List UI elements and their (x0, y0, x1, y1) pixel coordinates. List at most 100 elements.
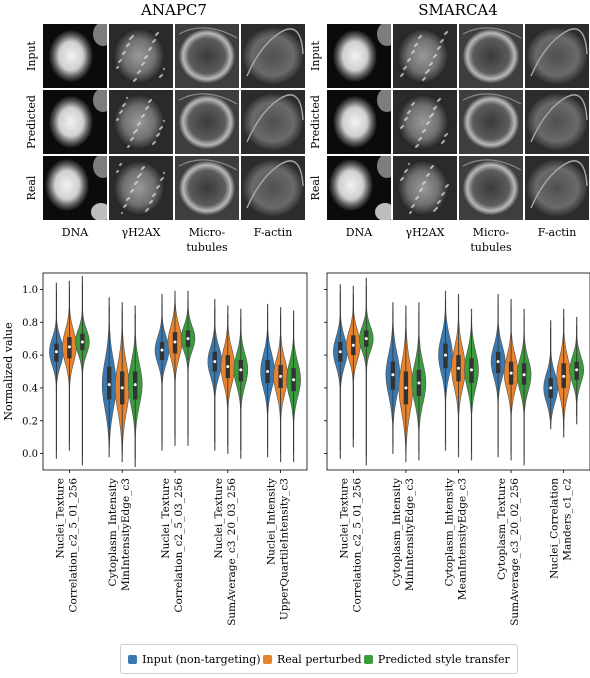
x-category-label: SumAverage_c3_20_03_256 (226, 478, 238, 626)
nucleus-blob (329, 159, 373, 211)
nucleus-blob (93, 156, 107, 178)
legend-swatch-real (262, 654, 272, 664)
image-tile (393, 90, 457, 154)
violin-median-dot (54, 350, 58, 354)
legend-swatch-predicted (363, 654, 373, 664)
actin-region (527, 94, 587, 150)
y-tick-label: 0.6 (22, 351, 38, 362)
x-category-label: Cytoplasm_Intensity (107, 478, 119, 587)
image-tile (525, 156, 589, 220)
legend-item-real: Real perturbed (262, 652, 362, 666)
x-category-label: Nuclei_Texture (160, 478, 172, 559)
x-category-label: Cytoplasm_Texture (496, 478, 508, 580)
panel-title: SMARCA4 (418, 1, 498, 19)
nucleus-blob (91, 203, 107, 220)
image-tile (109, 156, 173, 220)
actin-region (527, 160, 587, 216)
image-tile (109, 24, 173, 88)
violin-median-dot (279, 374, 283, 378)
microtubule-ring (463, 161, 519, 215)
image-tile (43, 90, 107, 154)
violin-median-dot (522, 373, 526, 377)
violin-chart-1: Nuclei_Texture Correlation_c2_5_01_256 Cyt… (324, 272, 590, 626)
image-tile (393, 156, 457, 220)
channel-label: Micro- (189, 226, 226, 239)
x-category-label: MinIntensityEdge_c3 (404, 478, 416, 591)
violin-median-dot (404, 386, 408, 390)
violin-median-dot (67, 345, 71, 349)
image-tile (241, 90, 305, 154)
nucleus-blob (375, 203, 391, 220)
nucleus-blob (49, 96, 93, 148)
violin-median-dot (562, 374, 566, 378)
y-tick-label: 1.0 (22, 285, 38, 296)
image-tile (43, 156, 107, 220)
violin-median-dot (133, 383, 137, 387)
legend-label-input: Input (non-targeting) (142, 652, 261, 666)
channel-label: F-actin (538, 226, 577, 239)
image-tile (327, 24, 391, 88)
row-label: Predicted (25, 95, 38, 149)
nucleus-blob (377, 156, 391, 178)
y-tick-label: 0.2 (22, 416, 38, 427)
channel-label: γH2AX (406, 226, 445, 239)
y-axis-label: Normalized value (2, 322, 15, 420)
image-tile (175, 156, 239, 220)
actin-region (527, 28, 587, 84)
nucleus-blob (377, 24, 391, 46)
x-category-label: Correlation_c2_5_03_256 (173, 478, 185, 613)
x-category-label: Nuclei_Texture (338, 478, 350, 559)
violin-median-dot (239, 368, 243, 372)
violin-median-dot (444, 353, 447, 357)
microtubule-ring (463, 29, 519, 83)
microtubule-ring (179, 95, 235, 149)
violin-median-dot (457, 366, 460, 370)
legend-swatch-input (128, 654, 138, 664)
foci-region (113, 94, 165, 150)
image-tile (327, 90, 391, 154)
y-tick-label: 0.4 (22, 383, 38, 394)
panel-title: ANAPC7 (140, 1, 207, 19)
violin-median-dot (417, 381, 421, 385)
nucleus-blob (93, 90, 107, 112)
legend-item-input: Input (non-targeting) (128, 652, 261, 666)
image-tile (459, 90, 523, 154)
nucleus-blob (333, 30, 377, 82)
violin-median-dot (351, 343, 355, 347)
violin-median-dot (338, 350, 342, 354)
x-category-label: Nuclei_Intensity (266, 478, 278, 565)
violin-median-dot (391, 373, 395, 377)
foci-region (397, 94, 449, 150)
channel-label: DNA (346, 226, 373, 239)
image-grid-0: ANAPC7 Input Predicted Real DNA γH2AX Micro-tu… (25, 1, 305, 254)
row-label: Predicted (309, 95, 322, 149)
row-label: Input (25, 40, 38, 71)
violin-median-dot (496, 360, 500, 364)
image-grid-1: SMARCA4 Input Predicted Real DNA γH2AX Micro-t… (309, 1, 589, 254)
actin-region (243, 28, 303, 84)
actin-region (243, 160, 303, 216)
row-label: Real (25, 175, 38, 200)
channel-label: DNA (62, 226, 89, 239)
foci-region (113, 28, 165, 84)
violin-median-dot (364, 337, 368, 341)
violin-median-dot (186, 337, 190, 341)
image-tile (525, 24, 589, 88)
image-tile (43, 24, 107, 88)
y-tick-label: 0.0 (22, 449, 38, 460)
y-tick-label: 0.8 (22, 318, 38, 329)
violin-median-dot (173, 340, 177, 344)
image-tile (393, 24, 457, 88)
violin-median-dot (470, 368, 473, 372)
violin-median-dot (292, 378, 296, 382)
x-category-label: UpperQuartileIntensity_c3 (279, 478, 291, 620)
x-category-label: SumAverage_c3_20_02_256 (509, 478, 521, 626)
image-tile (327, 156, 391, 220)
violin-median-dot (213, 360, 217, 364)
legend-label-real: Real perturbed (276, 652, 362, 666)
x-category-label: Cytoplasm_Intensity (391, 478, 403, 587)
x-category-label: Nuclei_Correlation (549, 478, 561, 579)
image-tile (241, 24, 305, 88)
row-label: Real (309, 175, 322, 200)
violin-chart-0: 0.0 0.2 0.4 0.6 0.8 1.0 Normalized value Nuclei… (2, 272, 308, 626)
